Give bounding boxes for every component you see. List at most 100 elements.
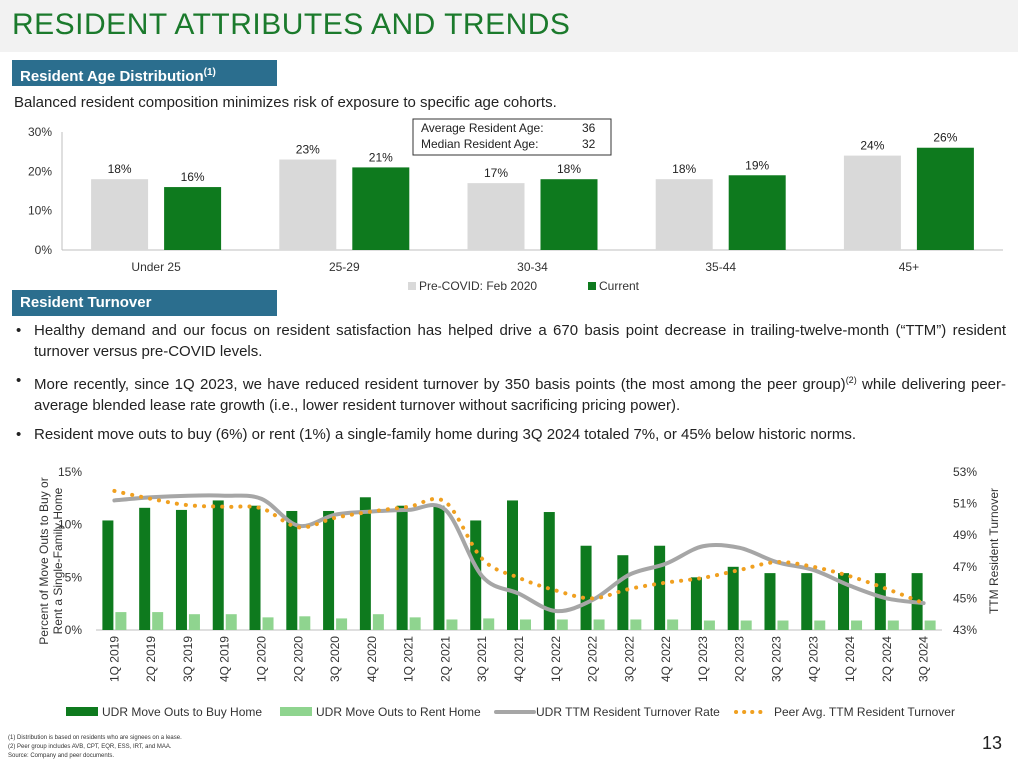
y-tick-label: 10% [58,518,82,532]
bar-rent-home [630,619,642,630]
legend-swatch [66,707,98,716]
bar-rent-home [409,617,421,630]
bar [916,147,974,250]
bar-buy-home [396,505,408,630]
stats-box [412,118,612,156]
footnote: (2) Peer group includes AVB, CPT, EQR, E… [8,744,172,750]
x-tick-label: 3Q 2020 [328,636,342,682]
bullet-dot-icon: • [16,426,22,443]
bar-rent-home [520,619,531,630]
bullet-text: Resident move outs to buy (6%) or rent (… [34,426,857,443]
x-tick-label: 1Q 2023 [696,636,710,682]
section-heading-turnover: Resident Turnover [12,290,277,316]
stats-value: 36 [582,121,596,135]
y-tick-label: 0% [65,623,83,637]
x-tick-label: 3Q 2023 [769,636,783,682]
bar-rent-home [299,616,311,630]
data-label: 23% [296,143,320,157]
bar-rent-home [851,620,863,630]
bullet-text: Healthy demand and our focus on resident… [34,322,1006,360]
bar [164,187,222,250]
legend-label: Current [599,279,640,293]
x-tick-label: 3Q 2024 [917,636,931,682]
legend-label: UDR Move Outs to Buy Home [102,705,262,719]
turnover-bullets: • Healthy demand and our focus on residen… [12,320,1006,453]
bullet-item: • Resident move outs to buy (6%) or rent … [12,424,1006,445]
y2-tick-label: 53% [953,465,977,479]
x-tick-label: 2Q 2020 [291,636,305,682]
x-tick-label: 1Q 2024 [843,636,857,682]
bar-rent-home [336,618,348,630]
x-tick-label: 2Q 2019 [144,636,158,682]
bar-rent-home [152,612,164,630]
data-label: 18% [557,162,581,176]
section-heading-age-label: Resident Age Distribution [20,68,204,85]
y-axis-label-line: Percent of Move Outs to Buy or [37,477,51,644]
x-tick-label: 3Q 2021 [475,636,489,682]
bar-rent-home [740,620,752,630]
line-udr-turnover [112,493,926,614]
bar-buy-home [102,520,114,630]
bar [728,175,786,250]
y-tick-label: 30% [28,125,52,139]
data-label: 19% [745,158,769,172]
bar-buy-home [690,577,702,630]
bar-buy-home [507,500,518,630]
line-peer-turnover [112,488,926,606]
stats-value: 32 [582,137,596,151]
bar-buy-home [249,505,261,630]
x-tick-label: 35-44 [705,260,736,274]
bullet-item: • More recently, since 1Q 2023, we have r… [12,370,1006,416]
bar-rent-home [703,620,715,630]
x-tick-label: 2Q 2021 [438,636,452,682]
x-tick-label: 30-34 [517,260,548,274]
legend-label: UDR Move Outs to Rent Home [316,705,481,719]
bar-buy-home [764,573,776,630]
bullet-dot-icon: • [16,372,22,389]
y-tick-label: 5% [65,570,83,584]
data-label: 26% [933,131,957,145]
x-tick-label: 3Q 2022 [622,636,636,682]
bar-rent-home [115,612,127,630]
bar-buy-home [359,497,371,630]
bar-buy-home [433,505,445,630]
footnotes: (1) Distribution is based on residents w… [8,734,182,761]
title-bar [0,0,1018,52]
y-tick-label: 15% [58,465,82,479]
data-label: 18% [672,162,696,176]
bullet-text-continued: while delivering peer-average blended le… [34,376,1006,414]
y-tick-label: 0% [35,243,53,257]
legend-swatch [280,707,312,716]
age-distribution-chart: 0% 10% 20% 30% 18% 16% Under 25 23% 21% 25-29 17% 1… [28,118,1003,293]
bar [467,183,525,250]
bullet-text: More recently, since 1Q 2023, we have re… [34,376,846,393]
legend-label: UDR TTM Resident Turnover Rate [536,705,720,719]
bar-buy-home [838,573,850,630]
x-tick-label: 2Q 2022 [586,636,600,682]
footnote: Source: Company and peer documents. [8,753,115,759]
bar [540,179,598,250]
bar-rent-home [262,617,274,630]
y-axis-label-line: Rent a Single-Family Home [51,487,65,634]
bullet-footnote: (2) [845,375,857,385]
bar-buy-home [580,545,592,630]
bar-buy-home [801,573,813,630]
bar-rent-home [593,619,605,630]
data-label: 21% [369,150,393,164]
y2-axis-label: TTM Resident Turnover [987,488,1001,614]
bar-buy-home [874,573,886,630]
legend-label: Pre-COVID: Feb 2020 [419,279,537,293]
bar [91,179,149,250]
stats-label: Average Resident Age: [421,121,544,135]
bar-buy-home [323,510,335,630]
y2-tick-label: 49% [953,528,977,542]
bar-rent-home [924,620,936,630]
bar-buy-home [139,507,151,630]
stats-label: Median Resident Age: [421,137,538,151]
page-number: 13 [981,733,1002,753]
bar-rent-home [225,614,237,630]
bar [352,167,410,250]
turnover-chart: 0% 5% 10% 15% 43% 45% 47% 49% 51% 53% Percent of M… [37,465,1001,719]
page-title: RESIDENT ATTRIBUTES AND TRENDS [12,8,571,41]
bar-buy-home [212,500,224,630]
